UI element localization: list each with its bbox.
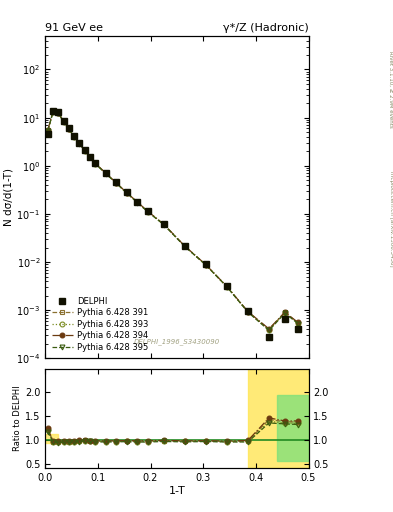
Text: DELPHI_1996_S3430090: DELPHI_1996_S3430090: [134, 339, 220, 346]
X-axis label: 1-T: 1-T: [169, 486, 185, 496]
Y-axis label: Ratio to DELPHI: Ratio to DELPHI: [13, 386, 22, 452]
Text: mcplots.cern.ch [arXiv:1306.3436]: mcplots.cern.ch [arXiv:1306.3436]: [389, 170, 393, 266]
Legend: DELPHI, Pythia 6.428 391, Pythia 6.428 393, Pythia 6.428 394, Pythia 6.428 395: DELPHI, Pythia 6.428 391, Pythia 6.428 3…: [50, 294, 151, 354]
Text: Rivet 3.1.10, ≥ 2.9M events: Rivet 3.1.10, ≥ 2.9M events: [389, 51, 393, 128]
Bar: [248, 369, 309, 467]
Text: 91 GeV ee: 91 GeV ee: [45, 23, 103, 33]
Y-axis label: N dσ/d(1-T): N dσ/d(1-T): [4, 168, 13, 226]
Bar: [45, 434, 59, 443]
Bar: [277, 395, 309, 461]
Text: γ*/Z (Hadronic): γ*/Z (Hadronic): [223, 23, 309, 33]
